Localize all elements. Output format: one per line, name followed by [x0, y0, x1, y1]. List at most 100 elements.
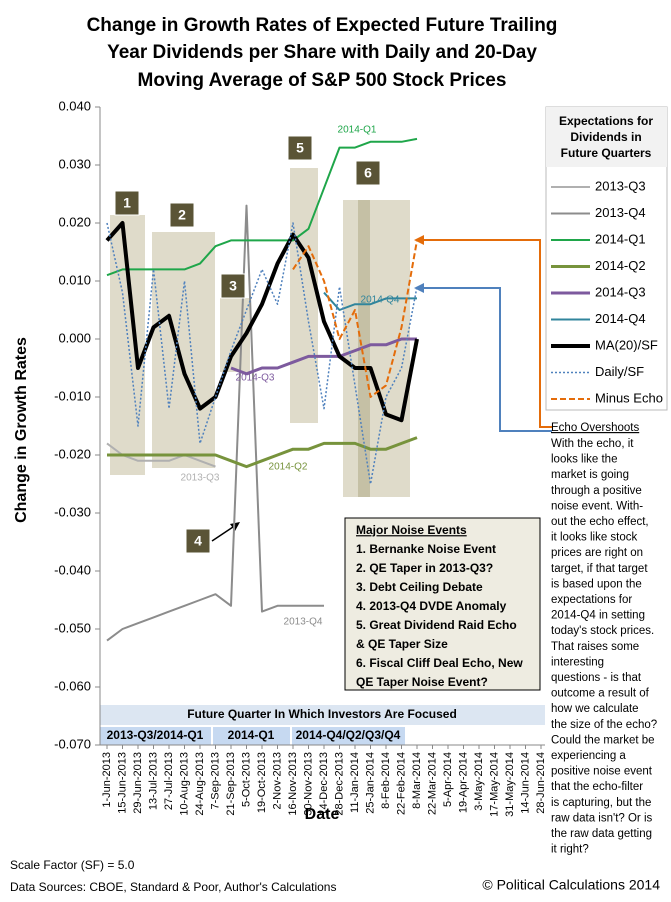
- focus-segment: [213, 727, 290, 745]
- focus-segment: [100, 727, 211, 745]
- legend-title: Future Quarters: [561, 146, 652, 160]
- echo-line: out the echo effect,: [551, 516, 649, 528]
- legend-label: 2014-Q4: [595, 311, 646, 326]
- y-tick-label: 0.010: [58, 272, 91, 287]
- copyright: © Political Calculations 2014: [482, 877, 660, 893]
- echo-line: through a positive: [551, 485, 642, 497]
- arrow: [420, 239, 552, 428]
- echo-line: interesting: [551, 656, 604, 668]
- x-tick-label: 21-Sep-2013: [225, 752, 237, 816]
- notes-line: 1. Bernanke Noise Event: [356, 542, 496, 556]
- notes-box: [344, 517, 541, 691]
- echo-line: positive noise event: [551, 766, 653, 778]
- focus-segment: [292, 727, 405, 745]
- echo-line: noise event. With-: [551, 500, 643, 512]
- echo-line: 2014-Q4 in setting: [551, 610, 645, 622]
- series-line: [230, 337, 417, 376]
- x-tick-label: 5-Oct-2013: [240, 752, 252, 807]
- echo-line: Could the market be: [551, 734, 655, 746]
- x-tick-label: 29-Jun-2013: [132, 752, 144, 814]
- x-tick-label: 16-Nov-2013: [287, 752, 299, 816]
- echo-line: questions - is that: [551, 672, 642, 684]
- series-label: 2014-Q3: [236, 373, 275, 384]
- y-tick-label: -0.070: [54, 736, 91, 751]
- echo-line: that the echo-filter: [551, 781, 643, 793]
- focus-title: Future Quarter In Which Investors Are Fo…: [187, 707, 457, 721]
- echo-title: Echo Overshoots: [551, 422, 639, 434]
- legend-label: MA(20)/SF: [595, 337, 658, 352]
- series-label: 2013-Q4: [284, 617, 323, 628]
- x-tick-label: 17-May-2014: [488, 752, 500, 817]
- legend-title: Expectations for: [559, 114, 653, 128]
- x-tick-label: 11-Jan-2014: [349, 752, 361, 813]
- x-tick-label: 28-Jun-2014: [535, 752, 547, 814]
- x-tick-label: 14-Dec-2013: [318, 752, 330, 816]
- echo-line: raw data isn't? Or is: [551, 812, 653, 824]
- echo-line: prices are right on: [551, 547, 643, 559]
- echo-line: market is going: [551, 469, 629, 481]
- region-label: 3: [229, 278, 237, 294]
- x-tick-label: 1-Jun-2013: [101, 752, 113, 808]
- region-marker: [185, 528, 211, 554]
- y-axis-title: Change in Growth Rates: [13, 337, 30, 523]
- shade: [152, 232, 215, 468]
- y-tick-label: 0.040: [58, 98, 91, 113]
- x-tick-label: 7-Sep-2013: [209, 752, 221, 810]
- region-marker: [355, 160, 381, 186]
- series-label: 2014-Q4: [361, 295, 400, 306]
- x-tick-label: 25-Jan-2014: [364, 752, 376, 814]
- x-tick-label: 19-Apr-2014: [457, 752, 469, 813]
- chart-title: Year Dividends per Share with Daily and …: [107, 42, 537, 63]
- y-tick-label: -0.050: [54, 620, 91, 635]
- notes-line: 4. 2013-Q4 DVDE Anomaly: [356, 599, 507, 613]
- echo-line: looks like the: [551, 454, 617, 466]
- x-tick-label: 15-Jun-2013: [116, 752, 128, 814]
- footnote: Data Sources: CBOE, Standard & Poor, Aut…: [10, 880, 336, 894]
- echo-line: it right?: [551, 844, 589, 856]
- series-line: [106, 204, 324, 642]
- legend-label: Daily/SF: [595, 364, 644, 379]
- legend-header: [546, 107, 667, 167]
- arrow: [211, 524, 237, 542]
- x-tick-label: 30-Nov-2013: [302, 752, 314, 816]
- echo-line: experiencing a: [551, 750, 626, 762]
- y-tick-label: 0.020: [58, 214, 91, 229]
- focus-band: [100, 705, 545, 725]
- x-tick-label: 14-Jun-2014: [519, 752, 531, 814]
- arrow: [420, 287, 552, 432]
- region-marker: [220, 273, 246, 299]
- echo-line: That raises some: [551, 641, 639, 653]
- region-label: 5: [296, 140, 304, 156]
- x-tick-label: 27-Jul-2013: [163, 752, 175, 810]
- region-label: 4: [194, 533, 202, 549]
- legend-label: 2014-Q3: [595, 284, 646, 299]
- arrow-head: [414, 235, 424, 245]
- legend-label: 2014-Q1: [595, 231, 646, 246]
- notes-line: & QE Taper Size: [356, 637, 448, 651]
- echo-line: how we calculate: [551, 703, 639, 715]
- x-tick-label: 5-Apr-2014: [442, 752, 454, 807]
- arrow-head: [414, 283, 424, 293]
- x-tick-label: 8-Mar-2014: [411, 752, 423, 809]
- echo-line: the raw data getting: [551, 828, 652, 840]
- series-line: [106, 222, 418, 485]
- y-tick-label: -0.020: [54, 446, 91, 461]
- legend-label: Minus Echo: [595, 390, 663, 405]
- x-tick-label: 24-Aug-2013: [194, 752, 206, 816]
- series-label: 2013-Q3: [181, 473, 220, 484]
- x-axis-title: Date: [305, 806, 340, 823]
- y-tick-label: -0.010: [54, 388, 91, 403]
- region-label: 6: [364, 165, 372, 181]
- echo-line: the size of the echo?: [551, 719, 657, 731]
- legend-title: Dividends in: [570, 130, 641, 144]
- region-marker: [169, 202, 195, 228]
- series-line: [323, 291, 417, 311]
- notes-line: 2. QE Taper in 2013-Q3?: [356, 561, 493, 575]
- x-tick-label: 22-Mar-2014: [426, 752, 438, 815]
- series-label: 2014-Q2: [269, 462, 308, 473]
- x-tick-label: 28-Dec-2013: [333, 752, 345, 816]
- region-marker: [114, 190, 140, 216]
- focus-label: 2014-Q1: [228, 728, 275, 742]
- x-tick-label: 22-Feb-2014: [395, 752, 407, 815]
